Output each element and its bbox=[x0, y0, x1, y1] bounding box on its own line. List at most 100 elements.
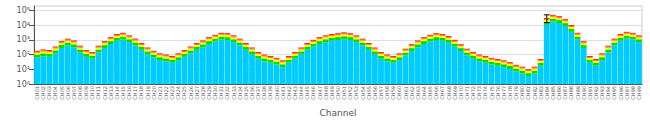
svg-text:CH59: CH59 bbox=[390, 86, 396, 100]
svg-text:CH88: CH88 bbox=[568, 86, 574, 100]
svg-text:CH54: CH54 bbox=[360, 86, 366, 100]
svg-text:CH18: CH18 bbox=[138, 86, 144, 100]
svg-text:10¹: 10¹ bbox=[17, 65, 30, 74]
svg-text:CH38: CH38 bbox=[261, 86, 267, 100]
svg-text:CH47: CH47 bbox=[317, 86, 323, 100]
svg-text:CH20: CH20 bbox=[151, 86, 157, 100]
svg-text:CH50: CH50 bbox=[335, 86, 341, 100]
svg-text:CH27: CH27 bbox=[194, 86, 200, 100]
svg-text:CH97: CH97 bbox=[624, 86, 630, 100]
svg-text:CH23: CH23 bbox=[169, 86, 175, 100]
svg-text:10³: 10³ bbox=[17, 35, 30, 44]
svg-text:CH57: CH57 bbox=[378, 86, 384, 100]
svg-text:CH26: CH26 bbox=[188, 86, 194, 100]
svg-text:CH95: CH95 bbox=[611, 86, 617, 100]
svg-text:10²: 10² bbox=[17, 50, 30, 59]
svg-text:10⁴: 10⁴ bbox=[17, 21, 30, 30]
svg-text:CH14: CH14 bbox=[114, 86, 120, 100]
svg-text:CH02: CH02 bbox=[40, 86, 46, 100]
svg-text:CH85: CH85 bbox=[550, 86, 556, 100]
svg-text:CH05: CH05 bbox=[59, 86, 65, 100]
svg-text:CH42: CH42 bbox=[286, 86, 292, 100]
svg-text:CH96: CH96 bbox=[618, 86, 624, 100]
svg-text:CH41: CH41 bbox=[280, 86, 286, 100]
svg-text:CH30: CH30 bbox=[212, 86, 218, 100]
svg-text:CH21: CH21 bbox=[157, 86, 163, 100]
svg-text:10⁵: 10⁵ bbox=[17, 6, 30, 15]
svg-text:CH52: CH52 bbox=[347, 86, 353, 100]
svg-text:CH46: CH46 bbox=[310, 86, 316, 100]
svg-text:CH37: CH37 bbox=[255, 86, 261, 100]
svg-text:CH70: CH70 bbox=[458, 86, 464, 100]
svg-text:CH49: CH49 bbox=[329, 86, 335, 100]
svg-text:CH13: CH13 bbox=[108, 86, 114, 100]
svg-text:CH73: CH73 bbox=[476, 86, 482, 100]
svg-text:CH32: CH32 bbox=[224, 86, 230, 100]
svg-text:CH01: CH01 bbox=[34, 86, 40, 100]
svg-text:CH77: CH77 bbox=[501, 86, 507, 100]
svg-text:CH35: CH35 bbox=[243, 86, 249, 100]
svg-text:CH06: CH06 bbox=[65, 86, 71, 100]
svg-text:CH67: CH67 bbox=[439, 86, 445, 100]
svg-text:CH66: CH66 bbox=[433, 86, 439, 100]
svg-text:CH82: CH82 bbox=[532, 86, 538, 100]
svg-text:CH43: CH43 bbox=[292, 86, 298, 100]
svg-text:CH84: CH84 bbox=[544, 86, 550, 100]
svg-text:CH09: CH09 bbox=[83, 86, 89, 100]
svg-text:CH58: CH58 bbox=[384, 86, 390, 100]
svg-text:CH91: CH91 bbox=[587, 86, 593, 100]
svg-text:CH65: CH65 bbox=[427, 86, 433, 100]
svg-text:CH45: CH45 bbox=[304, 86, 310, 100]
svg-text:CH36: CH36 bbox=[249, 86, 255, 100]
svg-text:CH64: CH64 bbox=[421, 86, 427, 100]
svg-text:CH12: CH12 bbox=[102, 86, 108, 100]
svg-text:CH98: CH98 bbox=[630, 86, 636, 100]
svg-text:CH72: CH72 bbox=[470, 86, 476, 100]
svg-text:CH62: CH62 bbox=[409, 86, 415, 100]
svg-text:CH19: CH19 bbox=[145, 86, 151, 100]
svg-text:CH63: CH63 bbox=[415, 86, 421, 100]
svg-text:CH87: CH87 bbox=[562, 86, 568, 100]
svg-text:CH69: CH69 bbox=[452, 86, 458, 100]
svg-text:CH03: CH03 bbox=[46, 86, 52, 100]
svg-text:CH71: CH71 bbox=[464, 86, 470, 100]
svg-text:CH80: CH80 bbox=[519, 86, 525, 100]
svg-text:CH61: CH61 bbox=[403, 86, 409, 100]
svg-text:CH53: CH53 bbox=[353, 86, 359, 100]
svg-text:CH28: CH28 bbox=[200, 86, 206, 100]
svg-text:CH93: CH93 bbox=[599, 86, 605, 100]
svg-text:CH90: CH90 bbox=[581, 86, 587, 100]
svg-text:CH08: CH08 bbox=[77, 86, 83, 100]
svg-text:CH10: CH10 bbox=[89, 86, 95, 100]
svg-text:CH24: CH24 bbox=[175, 86, 181, 100]
svg-text:CH51: CH51 bbox=[341, 86, 347, 100]
svg-text:Channel: Channel bbox=[320, 108, 357, 118]
svg-text:CH68: CH68 bbox=[446, 86, 452, 100]
svg-text:CH15: CH15 bbox=[120, 86, 126, 100]
svg-text:CH39: CH39 bbox=[267, 86, 273, 100]
svg-text:CH79: CH79 bbox=[513, 86, 519, 100]
svg-text:CH11: CH11 bbox=[95, 86, 101, 100]
svg-text:CH22: CH22 bbox=[163, 86, 169, 100]
svg-text:CH17: CH17 bbox=[132, 86, 138, 100]
svg-text:10⁰: 10⁰ bbox=[17, 80, 30, 89]
svg-text:CH81: CH81 bbox=[525, 86, 531, 100]
svg-text:CH16: CH16 bbox=[126, 86, 132, 100]
svg-text:CH29: CH29 bbox=[206, 86, 212, 100]
svg-text:CH94: CH94 bbox=[605, 86, 611, 100]
svg-text:CH92: CH92 bbox=[593, 86, 599, 100]
svg-text:CH83: CH83 bbox=[538, 86, 544, 100]
svg-text:CH40: CH40 bbox=[274, 86, 280, 100]
svg-text:CH33: CH33 bbox=[231, 86, 237, 100]
svg-text:CH34: CH34 bbox=[237, 86, 243, 100]
svg-text:CH76: CH76 bbox=[495, 86, 501, 100]
svg-text:CH44: CH44 bbox=[298, 86, 304, 100]
svg-text:CH89: CH89 bbox=[575, 86, 581, 100]
svg-text:CH78: CH78 bbox=[507, 86, 513, 100]
svg-text:CH86: CH86 bbox=[556, 86, 562, 100]
svg-text:CH07: CH07 bbox=[71, 86, 77, 100]
svg-text:CH74: CH74 bbox=[482, 86, 488, 100]
svg-text:CH99: CH99 bbox=[636, 86, 642, 100]
svg-text:CH60: CH60 bbox=[396, 86, 402, 100]
svg-text:CH31: CH31 bbox=[218, 86, 224, 100]
